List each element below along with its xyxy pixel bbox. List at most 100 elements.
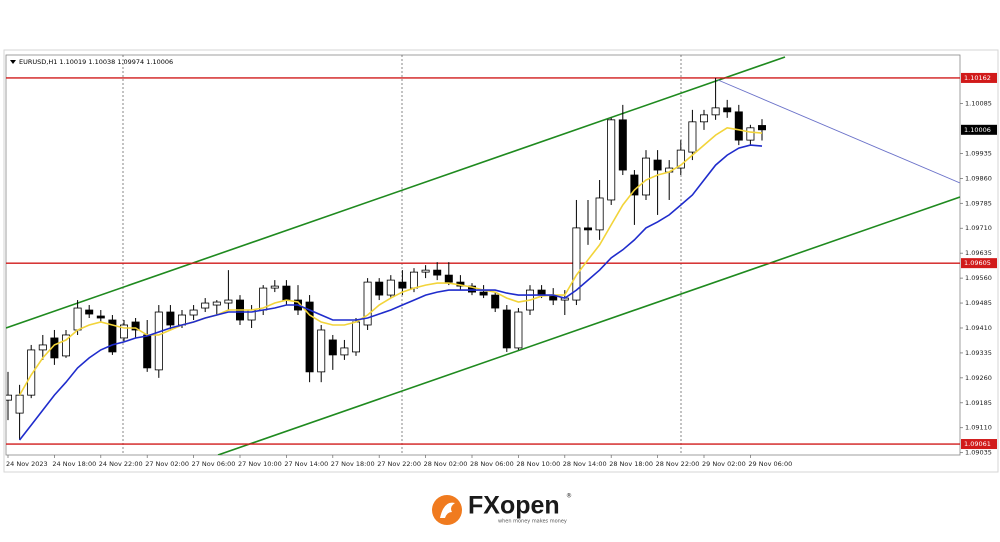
y-tick-label: 1.09035: [965, 449, 992, 457]
price-label-box: [961, 124, 997, 135]
candle-body: [618, 119, 627, 171]
candle-body: [421, 269, 430, 273]
candle-body: [270, 285, 279, 289]
candle-body: [351, 321, 360, 353]
candle-body: [317, 329, 326, 373]
candle-body: [363, 281, 372, 326]
y-tick-label: 1.09485: [965, 299, 992, 307]
candle-body: [212, 301, 221, 306]
candle-body: [27, 349, 36, 396]
x-tick-label: 24 Nov 22:00: [99, 460, 143, 468]
y-tick-label: 1.09785: [965, 199, 992, 207]
candle-body: [224, 299, 233, 304]
channel-lower: [217, 196, 960, 455]
candle-body: [502, 309, 511, 349]
candle-body: [642, 157, 651, 196]
candle-body: [653, 159, 662, 171]
price-label: 1.10006: [964, 126, 991, 134]
candle-body: [177, 314, 186, 326]
x-tick-label: 28 Nov 14:00: [563, 460, 607, 468]
y-tick-label: 1.09635: [965, 249, 992, 257]
candle-body: [711, 107, 720, 116]
candle-body: [305, 301, 314, 373]
candle-body: [154, 311, 163, 371]
candle-body: [723, 107, 732, 113]
candle-body: [15, 394, 24, 414]
moving-average: [18, 144, 763, 441]
y-tick-label: 1.09860: [965, 174, 992, 182]
levels: [6, 77, 960, 445]
candle-body: [479, 291, 488, 296]
candle-body: [758, 125, 767, 131]
x-tick-label: 24 Nov 18:00: [52, 460, 96, 468]
candle-body: [676, 149, 685, 169]
level-label-box: [961, 72, 997, 83]
candle-body: [201, 302, 210, 309]
level-label-box: [961, 258, 997, 269]
chart-title: EURUSD,H1 1.10019 1.10038 1.09974 1.1000…: [19, 58, 173, 66]
y-tick-label: 1.09185: [965, 399, 992, 407]
candle-body: [409, 271, 418, 289]
candle-body: [38, 344, 47, 351]
x-tick-label: 29 Nov 06:00: [748, 460, 792, 468]
logo-glyph: [440, 502, 455, 518]
brand-name: FXopen: [468, 492, 560, 520]
candle-body: [746, 127, 755, 141]
candle-body: [340, 347, 349, 356]
level-label: 1.09061: [964, 440, 991, 448]
candle-body: [700, 114, 709, 123]
x-tick-label: 27 Nov 02:00: [145, 460, 189, 468]
level-label: 1.10162: [964, 74, 991, 82]
x-tick-label: 28 Nov 22:00: [656, 460, 700, 468]
candle-body: [282, 285, 291, 301]
x-tick-label: 24 Nov 2023: [6, 460, 48, 468]
candle-body: [328, 339, 337, 356]
y-tick-label: 1.10085: [965, 100, 992, 108]
brand-mark: ®: [566, 493, 572, 500]
candle-body: [120, 324, 129, 339]
candle-body: [131, 321, 140, 331]
y-tick-label: 1.09935: [965, 149, 992, 157]
y-tick-label: 1.09110: [965, 424, 992, 432]
candle-body: [85, 309, 94, 315]
trend-line: [717, 79, 960, 184]
candle-body: [6, 394, 12, 401]
candle-body: [398, 281, 407, 289]
x-tick-label: 28 Nov 18:00: [609, 460, 653, 468]
y-tick-label: 1.09710: [965, 224, 992, 232]
candle-body: [595, 197, 604, 231]
channel-upper: [6, 56, 786, 329]
y-tick-label: 1.09410: [965, 324, 992, 332]
candle-body: [108, 319, 117, 353]
candle-body: [467, 285, 476, 293]
logo: FXopen ® when money makes money: [432, 492, 572, 525]
candle-body: [375, 281, 384, 296]
brand-tagline: when money makes money: [498, 519, 567, 525]
candle-body: [433, 269, 442, 276]
plot: [6, 77, 767, 441]
candle-body: [386, 279, 395, 296]
x-tick-label: 27 Nov 22:00: [377, 460, 421, 468]
x-tick-label: 27 Nov 14:00: [284, 460, 328, 468]
candle-body: [73, 307, 82, 331]
candle-body: [444, 274, 453, 283]
moving-average: [18, 126, 763, 396]
x-tick-label: 28 Nov 10:00: [516, 460, 560, 468]
level-label-box: [961, 439, 997, 450]
x-tick-label: 27 Nov 18:00: [331, 460, 375, 468]
candle-body: [607, 119, 616, 201]
panel: [3, 49, 999, 473]
candle-body: [166, 311, 175, 326]
y-tick-label: 1.09335: [965, 349, 992, 357]
x-tick-label: 28 Nov 02:00: [424, 460, 468, 468]
level-label: 1.09605: [964, 259, 991, 267]
candle-body: [143, 334, 152, 369]
annotations: [6, 55, 960, 455]
axes: 1.09035 1.09110 1.09185 1.09260 1.09335 1.094…: [6, 72, 997, 468]
candle-body: [572, 227, 581, 301]
candle-body: [189, 309, 198, 316]
y-tick-label: 1.09260: [965, 374, 992, 382]
x-tick-label: 27 Nov 10:00: [238, 460, 282, 468]
candle-body: [688, 121, 697, 153]
